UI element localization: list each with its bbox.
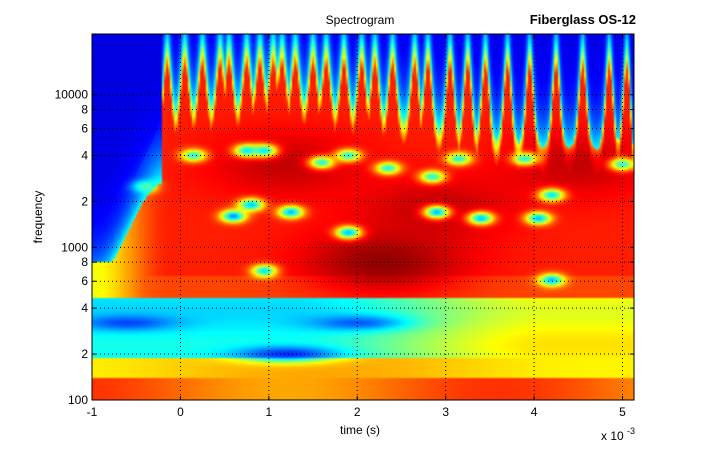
- y-axis-label: frequency: [31, 191, 45, 244]
- y-tick-label: 6: [81, 274, 88, 288]
- y-tick-label: 6: [81, 122, 88, 136]
- x-axis-ticks: -1 0 1 2 3 4 5: [87, 34, 626, 419]
- y-tick-label: 2: [81, 347, 88, 361]
- y-tick-label: 1000: [61, 240, 88, 254]
- y-tick-label: 8: [81, 103, 88, 117]
- x-axis-label: time (s): [340, 423, 380, 437]
- material-annotation: Fiberglass OS-12: [530, 12, 636, 27]
- x-tick-label: 1: [265, 405, 272, 419]
- x-scale-exponent: -3: [627, 426, 635, 436]
- plot-area: [92, 34, 634, 400]
- chart-title: Spectrogram: [326, 13, 395, 27]
- y-tick-label: 2: [81, 194, 88, 208]
- x-tick-label: 5: [619, 405, 626, 419]
- y-tick-label: 4: [81, 301, 88, 315]
- x-scale-label: x 10: [601, 429, 624, 443]
- y-tick-label: 100: [68, 393, 88, 407]
- y-tick-label: 10000: [55, 88, 89, 102]
- spectrogram-heatmap: [92, 34, 634, 400]
- y-tick-label: 8: [81, 255, 88, 269]
- x-tick-label: 0: [177, 405, 184, 419]
- x-tick-label: 4: [531, 405, 538, 419]
- x-tick-label: 3: [442, 405, 449, 419]
- grid-lines: [92, 34, 634, 400]
- x-scale-factor: x 10 -3: [601, 426, 635, 443]
- x-tick-label: 2: [354, 405, 361, 419]
- x-tick-label: -1: [87, 405, 98, 419]
- plot-frame: [91, 33, 635, 401]
- y-tick-label: 4: [81, 148, 88, 162]
